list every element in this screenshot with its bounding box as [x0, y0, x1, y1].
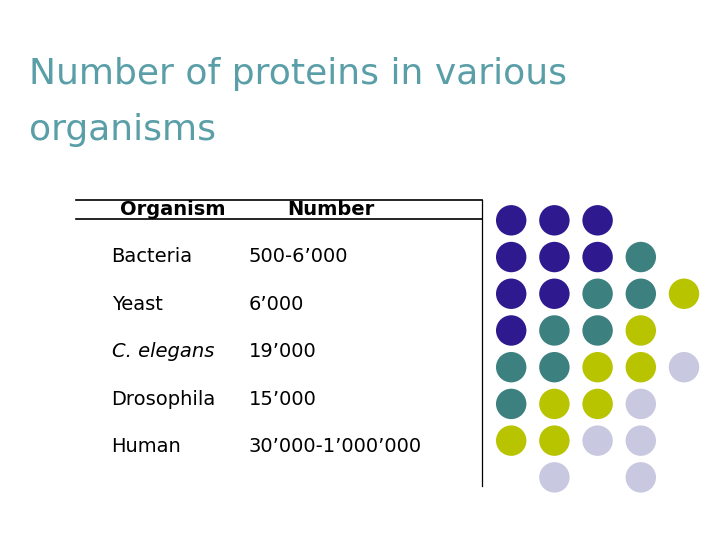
Point — [505, 326, 517, 335]
Point — [549, 400, 560, 408]
Point — [635, 473, 647, 482]
Point — [549, 363, 560, 372]
Point — [592, 400, 603, 408]
Point — [635, 400, 647, 408]
Point — [505, 289, 517, 298]
Text: C. elegans: C. elegans — [112, 342, 214, 361]
Text: Yeast: Yeast — [112, 294, 163, 314]
Text: organisms: organisms — [29, 113, 216, 147]
Point — [505, 363, 517, 372]
Point — [505, 216, 517, 225]
Point — [635, 253, 647, 261]
Point — [592, 363, 603, 372]
Point — [592, 216, 603, 225]
Text: 6’000: 6’000 — [248, 294, 304, 314]
Text: Drosophila: Drosophila — [112, 389, 216, 409]
Point — [592, 253, 603, 261]
Point — [549, 473, 560, 482]
Text: 30’000-1’000’000: 30’000-1’000’000 — [248, 437, 421, 456]
Point — [678, 289, 690, 298]
Point — [592, 289, 603, 298]
Text: Number: Number — [287, 200, 375, 219]
Text: Organism: Organism — [120, 200, 225, 219]
Text: 15’000: 15’000 — [248, 389, 316, 409]
Point — [635, 326, 647, 335]
Point — [592, 326, 603, 335]
Text: Bacteria: Bacteria — [112, 247, 193, 266]
Text: 19’000: 19’000 — [248, 342, 316, 361]
Text: Human: Human — [112, 437, 181, 456]
Point — [549, 289, 560, 298]
Point — [505, 253, 517, 261]
Point — [549, 253, 560, 261]
Point — [678, 363, 690, 372]
Text: 500-6’000: 500-6’000 — [248, 247, 348, 266]
Point — [549, 216, 560, 225]
Point — [505, 400, 517, 408]
Point — [635, 363, 647, 372]
Point — [549, 326, 560, 335]
Point — [592, 436, 603, 445]
Point — [635, 289, 647, 298]
Text: Number of proteins in various: Number of proteins in various — [29, 57, 567, 91]
Point — [549, 436, 560, 445]
Point — [505, 436, 517, 445]
Point — [635, 436, 647, 445]
